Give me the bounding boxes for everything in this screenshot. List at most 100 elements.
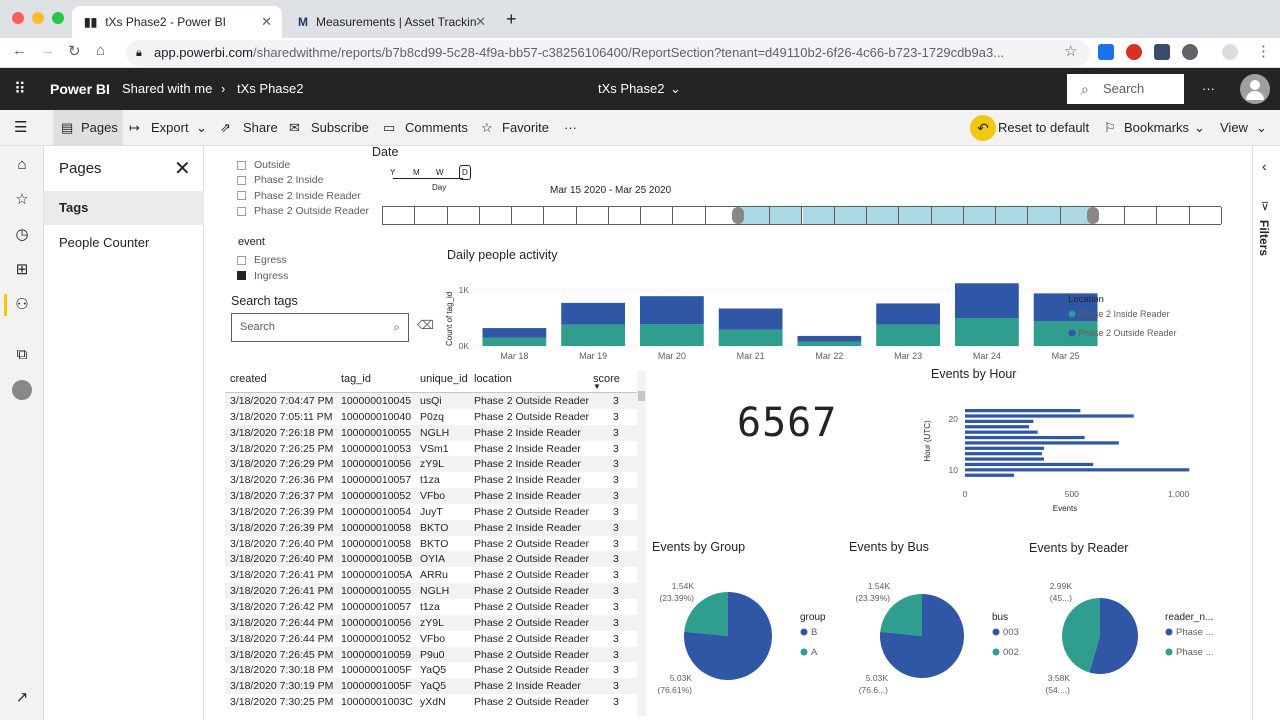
timeline-day-cell[interactable] [383, 207, 416, 224]
bookmarks-button[interactable]: Bookmarks [1124, 120, 1190, 135]
table-row[interactable]: 3/18/2020 7:26:37 PM 100000010052 VFbo Phas… [225, 488, 645, 504]
chevron-down-icon[interactable]: ⌄ [196, 120, 207, 135]
table-row[interactable]: 3/18/2020 7:26:36 PM 100000010057 t1za Phas… [225, 472, 645, 488]
favorite-button[interactable]: Favorite [502, 120, 549, 135]
page-item-tags[interactable]: Tags [44, 191, 204, 225]
eraser-icon[interactable]: ⌫ [417, 318, 434, 332]
timeline-day-cell[interactable] [512, 207, 545, 224]
minimize-window-button[interactable] [32, 12, 44, 24]
recent-clock-icon[interactable]: ◷ [15, 226, 29, 243]
extension-icon[interactable] [1182, 44, 1198, 60]
profile-icon[interactable] [12, 380, 32, 400]
timeline-day-cell[interactable] [641, 207, 674, 224]
close-tab-icon[interactable]: ✕ [475, 14, 486, 29]
browser-tab-powerbi[interactable]: ▮▮ tXs Phase2 - Power BI ✕ [72, 6, 282, 38]
timeline-day-cell[interactable] [770, 207, 803, 224]
new-tab-button[interactable]: + [506, 9, 517, 29]
report-title[interactable]: tXs Phase2 [598, 81, 665, 96]
granularity-week[interactable]: W [436, 168, 444, 177]
timeline-day-cell[interactable] [802, 207, 835, 224]
export-button[interactable]: Export [151, 120, 189, 135]
app-name[interactable]: Power BI [50, 81, 110, 97]
date-timeline[interactable] [382, 206, 1222, 225]
timeline-handle-left[interactable] [731, 207, 744, 224]
timeline-day-cell[interactable] [931, 207, 964, 224]
granularity-day[interactable]: D [459, 165, 471, 180]
timeline-day-cell[interactable] [1157, 207, 1190, 224]
table-row[interactable]: 3/18/2020 7:26:39 PM 100000010054 JuyT Phas… [225, 504, 645, 520]
search-tags-input[interactable]: Search ⌕ [231, 313, 409, 342]
close-icon[interactable]: ✕ [174, 158, 191, 180]
timeline-day-cell[interactable] [737, 207, 771, 224]
table-row[interactable]: 3/18/2020 7:26:29 PM 100000010056 zY9L Phas… [225, 456, 645, 473]
chevron-left-icon[interactable]: ‹ [1262, 158, 1267, 174]
breadcrumb-shared[interactable]: Shared with me [122, 81, 213, 96]
location-option[interactable]: Phase 2 Inside [237, 173, 369, 188]
filters-pane-collapsed[interactable]: ‹ ⊽ Filters [1252, 146, 1280, 720]
page-item-people-counter[interactable]: People Counter [59, 235, 150, 250]
forward-arrow-icon[interactable]: → [40, 42, 55, 59]
shared-with-me-icon[interactable]: ⚇ [15, 296, 29, 313]
col-header-location[interactable]: location [474, 373, 512, 385]
table-row[interactable]: 3/18/2020 7:26:40 PM 10000001005B OYIA Phas… [225, 551, 645, 568]
col-header-unique-id[interactable]: unique_id [420, 373, 468, 385]
table-row[interactable]: 3/18/2020 7:26:39 PM 100000010058 BKTO Phas… [225, 519, 645, 536]
browser-tab-measurements[interactable]: M Measurements | Asset Tracking ✕ [286, 6, 496, 38]
col-header-score[interactable]: score [593, 373, 620, 385]
timeline-day-cell[interactable] [1092, 207, 1126, 224]
col-header-tag-id[interactable]: tag_id [341, 373, 371, 385]
home-icon[interactable]: ⌂ [17, 156, 27, 173]
reload-icon[interactable]: ↻ [68, 43, 81, 60]
apps-icon[interactable]: ⊞ [15, 261, 29, 278]
table-scrollbar[interactable] [637, 371, 646, 716]
chevron-down-icon[interactable]: ⌄ [1194, 120, 1205, 135]
share-button[interactable]: Share [243, 120, 278, 135]
bookmark-star-icon[interactable]: ☆ [1064, 43, 1078, 60]
table-row[interactable]: 3/18/2020 7:26:25 PM 100000010053 VSm1 Phas… [225, 441, 645, 457]
profile-avatar[interactable] [1222, 44, 1238, 60]
table-row[interactable]: 3/18/2020 7:26:40 PM 100000010058 BKTO Phas… [225, 536, 645, 552]
timeline-day-cell[interactable] [963, 207, 997, 224]
timeline-day-cell[interactable] [415, 207, 448, 224]
url-input[interactable]: 🔒︎ app.powerbi.com/sharedwithme/reports/… [126, 40, 1090, 66]
table-row[interactable]: 3/18/2020 7:30:18 PM 10000001005F YaQ5 Phas… [225, 662, 645, 678]
maximize-window-button[interactable] [52, 12, 64, 24]
table-row[interactable]: 3/18/2020 7:26:42 PM 100000010057 t1za Phas… [225, 599, 645, 615]
user-avatar[interactable] [1240, 74, 1270, 104]
reset-button[interactable]: Reset to default [998, 120, 1090, 135]
table-row[interactable]: 3/18/2020 7:26:44 PM 100000010052 VFbo Phas… [225, 631, 645, 647]
pages-button[interactable] [53, 110, 123, 145]
table-row[interactable]: 3/18/2020 7:26:18 PM 100000010055 NGLH Phas… [225, 424, 645, 441]
table-row[interactable]: 3/18/2020 7:30:25 PM 10000001003C yXdN Phas… [225, 694, 645, 710]
comments-button[interactable]: Comments [405, 120, 468, 135]
timeline-day-cell[interactable] [447, 207, 480, 224]
table-row[interactable]: 3/18/2020 7:26:41 PM 100000010055 NGLH Phas… [225, 583, 645, 599]
location-option[interactable]: Phase 2 Inside Reader [237, 189, 369, 204]
workspaces-icon[interactable]: ⧉ [16, 346, 28, 363]
table-row[interactable]: 3/18/2020 7:26:45 PM 100000010059 P9u0 Phas… [225, 646, 645, 663]
table-row[interactable]: 3/18/2020 7:05:11 PM 100000010040 P0zq Phas… [225, 409, 645, 425]
filters-label[interactable]: Filters [1257, 220, 1271, 257]
granularity-month[interactable]: M [413, 168, 420, 177]
granularity-year[interactable]: Y [390, 168, 396, 177]
back-arrow-icon[interactable]: ← [12, 42, 27, 59]
close-tab-icon[interactable]: ✕ [261, 14, 272, 29]
timeline-day-cell[interactable] [1189, 207, 1222, 224]
timeline-day-cell[interactable] [1028, 207, 1061, 224]
table-row[interactable]: 3/18/2020 7:26:41 PM 10000001005A ARRu Phas… [225, 567, 645, 583]
location-option[interactable]: Outside [237, 158, 369, 173]
breadcrumb-report[interactable]: tXs Phase2 [237, 81, 304, 96]
timeline-day-cell[interactable] [544, 207, 577, 224]
timeline-handle-right[interactable] [1086, 207, 1099, 224]
timeline-day-cell[interactable] [673, 207, 706, 224]
location-option[interactable]: Phase 2 Outside Reader [237, 204, 369, 219]
event-option-egress[interactable]: Egress [237, 253, 288, 269]
timeline-day-cell[interactable] [1125, 207, 1158, 224]
timeline-day-cell[interactable] [608, 207, 642, 224]
reset-icon[interactable]: ↶ [970, 115, 996, 141]
search-input[interactable]: ⌕ Search [1067, 74, 1184, 104]
chevron-down-icon[interactable]: ⌄ [670, 81, 681, 96]
more-options-icon[interactable]: ··· [1202, 81, 1215, 96]
more-button[interactable]: ··· [564, 120, 577, 135]
extension-icon[interactable] [1154, 44, 1170, 60]
